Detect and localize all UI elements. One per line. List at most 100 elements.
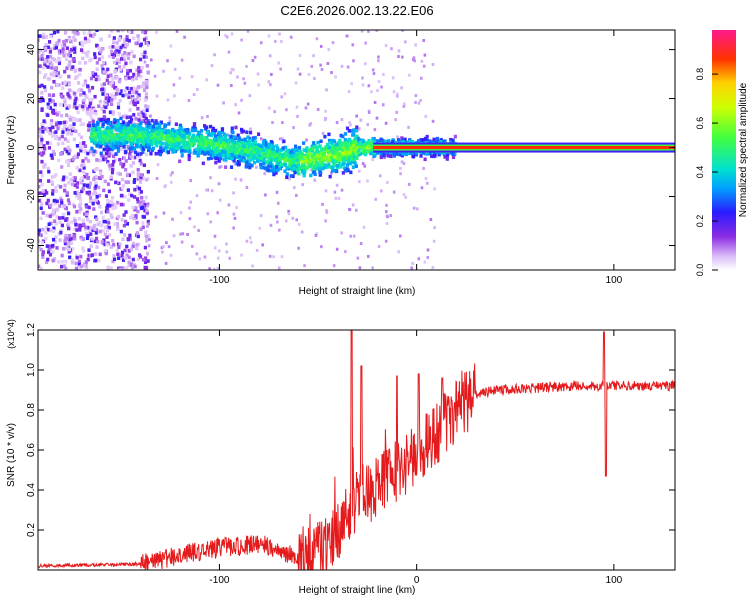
heatmap-cell (342, 157, 347, 161)
heatmap-cell (135, 68, 139, 72)
heatmap-cell (173, 129, 177, 134)
heatmap-cell (214, 156, 218, 161)
heatmap-cell (223, 133, 227, 138)
heatmap-cell (111, 110, 115, 114)
heatmap-cell (45, 191, 49, 195)
heatmap-cell (85, 110, 89, 115)
heatmap-cell (90, 110, 94, 114)
heatmap-cell (432, 137, 436, 142)
heatmap-cell (234, 147, 238, 151)
heatmap-cell (339, 143, 343, 147)
heatmap-cell (160, 132, 164, 137)
heatmap-cell (113, 222, 117, 226)
heatmap-cell (305, 146, 309, 150)
snr-x-tick-label: 100 (606, 575, 623, 586)
heatmap-cell (272, 167, 276, 172)
heatmap-cell (190, 135, 195, 140)
heatmap-cell (150, 148, 154, 153)
heatmap-cell (223, 150, 227, 155)
heatmap-cell (270, 72, 273, 76)
heatmap-cell (78, 87, 82, 92)
heatmap-cell (188, 217, 192, 221)
heatmap-cell (137, 242, 141, 247)
heatmap-cell (189, 142, 194, 147)
heatmap-cell (209, 220, 213, 224)
heatmap-cell (62, 175, 66, 180)
heatmap-cell (100, 55, 105, 59)
heatmap-cell (125, 265, 129, 270)
heatmap-cell (118, 77, 122, 82)
heatmap-cell (178, 126, 182, 131)
spectrogram-y-tick-label: -40 (26, 238, 37, 253)
heatmap-cell (51, 192, 55, 196)
heatmap-cell (90, 97, 94, 102)
heatmap-cell (90, 253, 94, 257)
heatmap-cell (132, 195, 137, 199)
heatmap-cell (229, 165, 234, 169)
heatmap-cell (122, 57, 126, 62)
heatmap-cell (81, 222, 86, 227)
heatmap-cell (304, 106, 308, 110)
heatmap-cell (281, 137, 284, 141)
heatmap-cell (335, 121, 339, 125)
heatmap-cell (75, 190, 79, 194)
heatmap-cell (126, 237, 130, 241)
heatmap-cell (123, 147, 127, 151)
heatmap-cell (41, 65, 46, 70)
heatmap-cell (255, 165, 258, 169)
heatmap-cell (312, 145, 316, 150)
heatmap-cell (67, 233, 72, 238)
heatmap-cell (381, 103, 385, 107)
heatmap-cell (161, 148, 165, 153)
heatmap-cell (191, 244, 194, 248)
heatmap-cell (163, 123, 168, 128)
heatmap-cell (236, 133, 240, 138)
heatmap-cell (40, 173, 44, 178)
heatmap-cell (46, 102, 50, 107)
heatmap-cell (82, 162, 86, 167)
heatmap-cell (279, 162, 284, 167)
heatmap-cell (91, 123, 95, 127)
heatmap-cell (231, 138, 235, 142)
heatmap-cell (168, 144, 172, 149)
heatmap-cell (73, 68, 78, 73)
heatmap-cell (267, 34, 271, 38)
heatmap-cell (160, 129, 164, 133)
heatmap-cell (67, 115, 71, 119)
heatmap-cell (63, 30, 68, 35)
heatmap-cell (442, 152, 446, 156)
heatmap-cell (186, 143, 190, 147)
heatmap-cell (253, 55, 257, 59)
heatmap-cell (128, 152, 132, 157)
heatmap-cell (258, 226, 262, 230)
heatmap-cell (62, 120, 67, 125)
heatmap-cell (220, 137, 224, 141)
heatmap-cell (75, 181, 80, 185)
heatmap-cell (67, 201, 71, 206)
heatmap-cell (116, 200, 120, 205)
heatmap-cell (242, 144, 246, 149)
heatmap-cell (292, 186, 296, 190)
heatmap-cell (60, 165, 64, 169)
heatmap-cell (74, 96, 78, 101)
heatmap-cell (360, 30, 364, 33)
heatmap-cell (349, 129, 353, 133)
heatmap-cell (336, 151, 340, 156)
heatmap-cell (88, 121, 92, 125)
heatmap-cell (67, 125, 72, 129)
heatmap-cell (145, 239, 149, 243)
heatmap-cell (93, 239, 97, 244)
heatmap-cell (244, 164, 248, 169)
heatmap-cell (218, 130, 222, 135)
heatmap-cell (54, 189, 59, 194)
heatmap-cell (126, 56, 131, 61)
heatmap-cell (63, 103, 68, 108)
heatmap-cell (96, 122, 100, 126)
heatmap-cell (319, 151, 323, 156)
heatmap-cell (204, 139, 208, 143)
heatmap-cell (61, 50, 65, 54)
heatmap-cell (48, 106, 53, 110)
heatmap-cell (114, 152, 118, 156)
heatmap-cell (93, 136, 97, 140)
heatmap-cell (127, 52, 131, 56)
